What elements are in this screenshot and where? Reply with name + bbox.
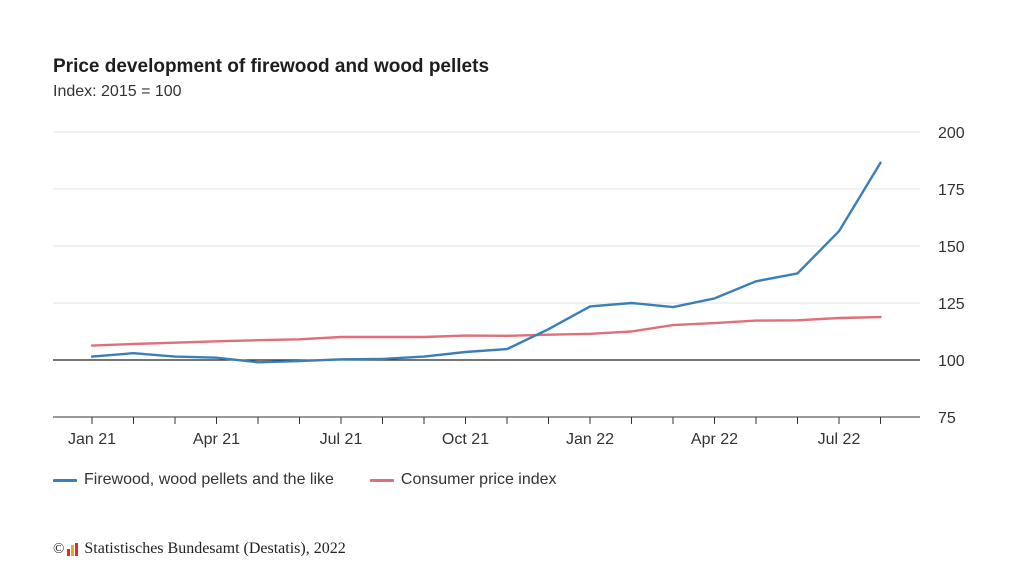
x-tick-label: Apr 22	[691, 431, 738, 448]
y-tick-label-100: 100	[938, 353, 965, 370]
series-line-1	[90, 315, 882, 347]
x-tick-label: Jul 21	[320, 431, 363, 448]
legend-label-firewood: Firewood, wood pellets and the like	[84, 471, 334, 488]
source-credit: © Statistisches Bundesamt (Destatis), 20…	[53, 540, 346, 558]
y-tick-label-150: 150	[938, 239, 965, 256]
legend-item-firewood: Firewood, wood pellets and the like	[53, 471, 334, 489]
x-tick-label: Jan 21	[68, 431, 116, 448]
legend-swatch-firewood	[53, 478, 77, 482]
destatis-logo-icon	[67, 542, 79, 556]
y-tick-label-175: 175	[938, 182, 965, 199]
x-axis: Jan 21 Apr 21 Jul 21 Oct 21 Jan 22 Apr 22 Jul …	[53, 416, 920, 448]
source-text: Statistisches Bundesamt (Destatis), 2022	[84, 540, 346, 557]
legend-item-cpi: Consumer price index	[369, 471, 557, 489]
chart-subtitle: Index: 2015 = 100	[53, 83, 182, 100]
legend-label-cpi: Consumer price index	[400, 471, 557, 488]
y-tick-label-75: 75	[938, 410, 956, 427]
y-tick-label-125: 125	[938, 296, 965, 313]
y-tick-label-200: 200	[938, 125, 965, 142]
y-axis-ticks: 75 100 125 150 175 200	[938, 125, 965, 427]
x-tick-label: Jul 22	[818, 431, 861, 448]
x-tick-label: Oct 21	[442, 431, 489, 448]
x-tick-label: Jan 22	[566, 431, 614, 448]
series-line-0	[90, 161, 882, 364]
legend-swatch-cpi	[369, 478, 394, 482]
gridlines	[53, 131, 920, 361]
chart-title: Price development of firewood and wood p…	[53, 56, 490, 77]
copyright-symbol: ©	[53, 540, 65, 557]
series-lines	[90, 161, 882, 364]
x-tick-label: Apr 21	[193, 431, 240, 448]
legend: Firewood, wood pellets and the like Cons…	[53, 471, 593, 489]
